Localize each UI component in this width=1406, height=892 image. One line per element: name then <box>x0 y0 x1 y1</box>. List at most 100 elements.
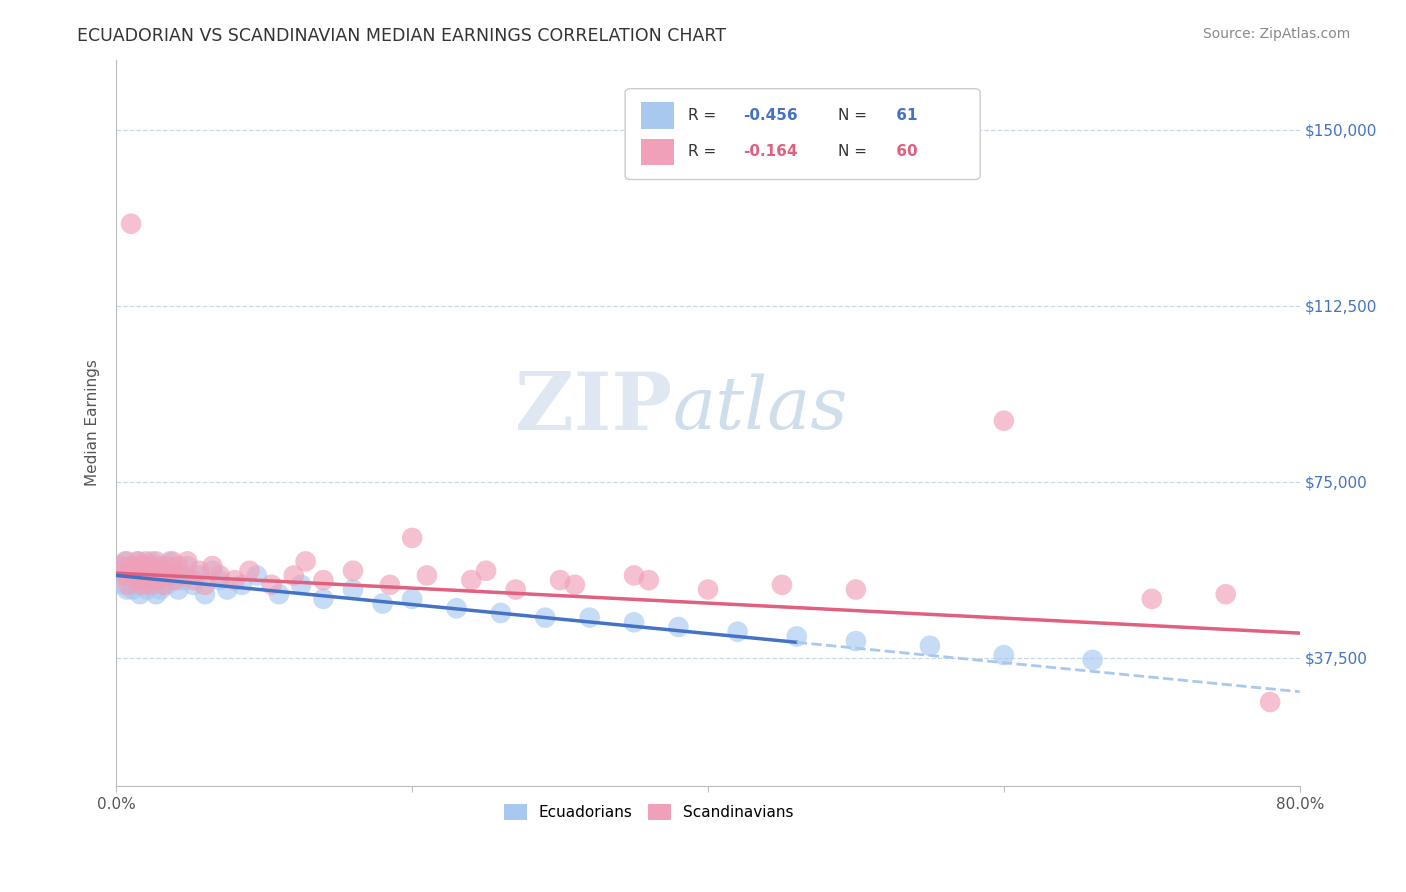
Text: ZIP: ZIP <box>516 369 672 448</box>
Point <box>136 573 159 587</box>
Point <box>115 554 138 568</box>
Point <box>475 564 498 578</box>
Point <box>129 587 152 601</box>
Point <box>401 531 423 545</box>
FancyBboxPatch shape <box>641 103 673 128</box>
Text: -0.456: -0.456 <box>744 108 799 123</box>
Point <box>167 559 190 574</box>
Point <box>1215 587 1237 601</box>
Point <box>290 578 312 592</box>
Point <box>159 554 181 568</box>
Point <box>534 610 557 624</box>
Text: -0.164: -0.164 <box>744 145 799 160</box>
Text: N =: N = <box>838 145 872 160</box>
Point <box>136 582 159 597</box>
Point <box>564 578 586 592</box>
Point <box>172 573 194 587</box>
Point <box>155 578 177 592</box>
Point <box>110 564 132 578</box>
Point <box>118 564 141 578</box>
Point <box>727 624 749 639</box>
Point <box>127 568 149 582</box>
Point <box>637 573 659 587</box>
Point <box>416 568 439 582</box>
Point <box>121 568 143 582</box>
Point <box>110 559 132 574</box>
Point <box>283 568 305 582</box>
Point <box>134 568 156 582</box>
Point <box>294 554 316 568</box>
Point <box>208 573 231 587</box>
Point <box>548 573 571 587</box>
Point <box>165 564 187 578</box>
Point <box>152 578 174 592</box>
Point <box>132 559 155 574</box>
Point <box>342 564 364 578</box>
Point <box>188 564 211 578</box>
Point <box>121 582 143 597</box>
Point <box>172 568 194 582</box>
Text: N =: N = <box>838 108 872 123</box>
Point <box>115 582 138 597</box>
Point <box>224 573 246 587</box>
Point <box>122 564 145 578</box>
Point <box>460 573 482 587</box>
Point <box>138 564 160 578</box>
Point <box>446 601 468 615</box>
Y-axis label: Median Earnings: Median Earnings <box>86 359 100 486</box>
Point <box>132 559 155 574</box>
Point <box>770 578 793 592</box>
Point <box>231 578 253 592</box>
Point <box>238 564 260 578</box>
Point <box>786 629 808 643</box>
Point <box>149 582 172 597</box>
Point <box>112 568 135 582</box>
Point <box>260 578 283 592</box>
Point <box>125 554 148 568</box>
Point <box>155 559 177 574</box>
Point <box>162 573 184 587</box>
Point <box>125 573 148 587</box>
Text: Source: ZipAtlas.com: Source: ZipAtlas.com <box>1202 27 1350 41</box>
Point <box>845 634 868 648</box>
Point <box>165 573 187 587</box>
Point <box>138 564 160 578</box>
Text: atlas: atlas <box>672 373 848 443</box>
Point <box>127 554 149 568</box>
Legend: Ecuadorians, Scandinavians: Ecuadorians, Scandinavians <box>498 797 800 826</box>
Point <box>312 591 335 606</box>
Point <box>194 587 217 601</box>
Point <box>578 610 600 624</box>
Point <box>143 568 166 582</box>
Point <box>993 648 1015 662</box>
Point <box>135 568 157 582</box>
Point <box>129 564 152 578</box>
Point <box>114 554 136 568</box>
Point <box>378 578 401 592</box>
Point <box>1140 591 1163 606</box>
Point <box>142 559 165 574</box>
Point <box>143 568 166 582</box>
Text: R =: R = <box>688 145 721 160</box>
Point <box>845 582 868 597</box>
Point <box>176 554 198 568</box>
Point <box>122 559 145 574</box>
Text: 61: 61 <box>891 108 918 123</box>
Point <box>918 639 941 653</box>
Text: 60: 60 <box>891 145 918 160</box>
Point <box>120 217 142 231</box>
Point <box>181 578 204 592</box>
Point <box>118 559 141 574</box>
Point <box>112 578 135 592</box>
Point <box>194 578 217 592</box>
Point <box>201 559 224 574</box>
Point <box>1258 695 1281 709</box>
Point <box>167 582 190 597</box>
Point <box>142 578 165 592</box>
Point <box>188 568 211 582</box>
Point <box>145 554 167 568</box>
Point <box>135 554 157 568</box>
Point <box>124 578 146 592</box>
Point <box>505 582 527 597</box>
Point <box>993 414 1015 428</box>
